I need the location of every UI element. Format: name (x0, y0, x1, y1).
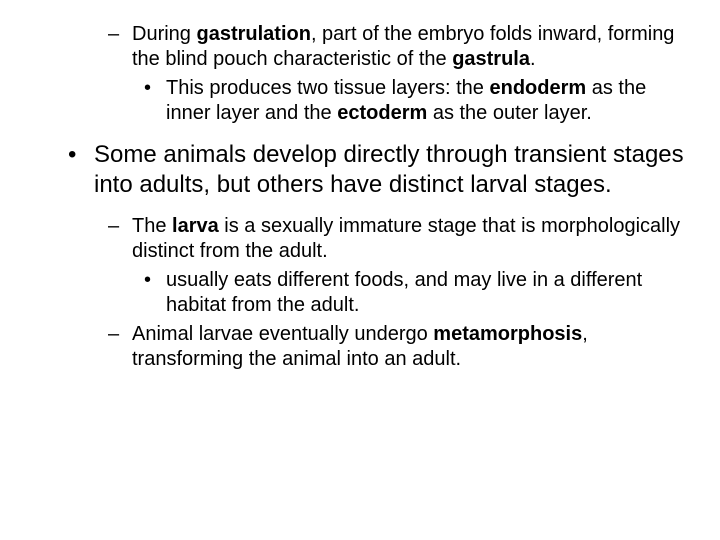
list-level-3: usually eats different foods, and may li… (36, 268, 684, 318)
bullet-larva-definition: The larva is a sexually immature stage t… (132, 214, 684, 264)
bullet-larval-stages: Some animals develop directly through tr… (94, 140, 684, 200)
text-fragment: as the outer layer. (427, 102, 592, 124)
spacer (36, 130, 684, 140)
bullet-tissue-layers: This produces two tissue layers: the end… (166, 76, 684, 126)
bullet-gastrulation: During gastrulation, part of the embryo … (132, 22, 684, 72)
text-fragment: During (132, 23, 196, 45)
text-fragment: This produces two tissue layers: the (166, 77, 489, 99)
list-level-2: The larva is a sexually immature stage t… (36, 214, 684, 264)
list-level-2: Animal larvae eventually undergo metamor… (36, 322, 684, 372)
bold-term-larva: larva (172, 215, 219, 237)
bold-term-ectoderm: ectoderm (337, 102, 427, 124)
text-fragment: Animal larvae eventually undergo (132, 323, 433, 345)
bullet-metamorphosis: Animal larvae eventually undergo metamor… (132, 322, 684, 372)
bold-term-gastrulation: gastrulation (196, 23, 310, 45)
text-fragment: The (132, 215, 172, 237)
bold-term-gastrula: gastrula (452, 48, 530, 70)
text-fragment: . (530, 48, 536, 70)
bold-term-metamorphosis: metamorphosis (433, 323, 582, 345)
slide: During gastrulation, part of the embryo … (0, 0, 720, 540)
list-level-2: During gastrulation, part of the embryo … (36, 22, 684, 72)
list-level-1: Some animals develop directly through tr… (36, 140, 684, 200)
bold-term-endoderm: endoderm (489, 77, 586, 99)
list-level-3: This produces two tissue layers: the end… (36, 76, 684, 126)
bullet-larva-foods: usually eats different foods, and may li… (166, 268, 684, 318)
